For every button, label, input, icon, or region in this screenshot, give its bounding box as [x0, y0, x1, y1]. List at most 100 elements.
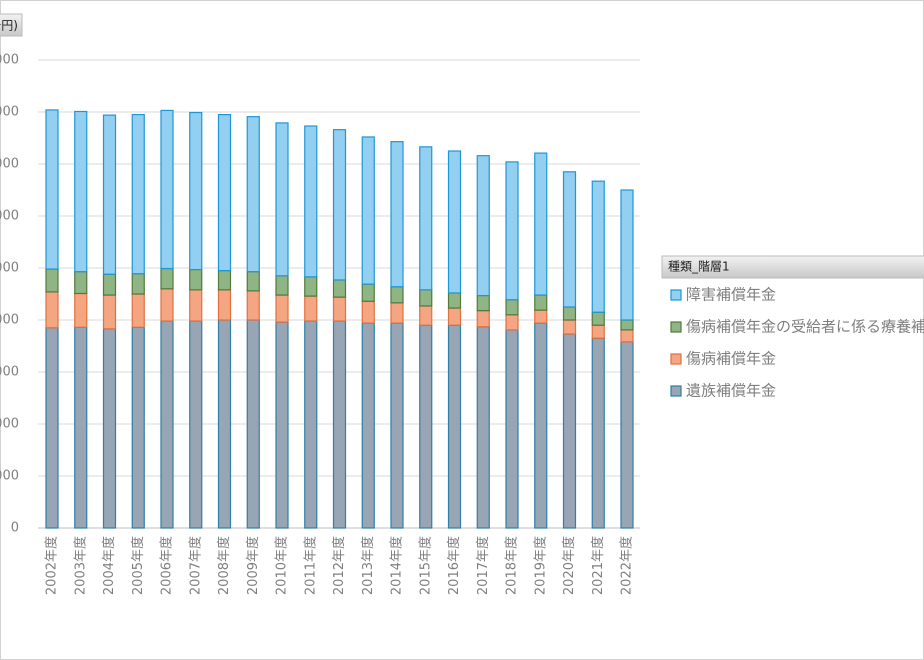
y-tick-label: 2,000 [0, 417, 19, 432]
bar-segment [189, 320, 203, 529]
y-tick-label: 6,000 [0, 209, 19, 224]
bar-segment [332, 279, 347, 298]
bar-segment [217, 270, 232, 291]
bar-segment [304, 320, 318, 529]
x-tick-label: 2019年度 [532, 536, 548, 595]
bar-segment [275, 122, 289, 277]
bar-segment [476, 294, 490, 312]
bar-segment [332, 320, 347, 529]
bar-segment [246, 319, 260, 529]
bar-segment [45, 291, 59, 329]
bar-segment [361, 300, 375, 324]
bar-segment [476, 326, 490, 529]
bar-segment [160, 109, 174, 270]
bar-segment [246, 116, 260, 273]
bar-segment [160, 288, 174, 322]
bar-segment [45, 109, 59, 270]
bar-segment [419, 305, 433, 326]
bar-segment [332, 296, 347, 322]
bar-segment [562, 171, 577, 308]
x-tick-label: 2020年度 [561, 536, 577, 595]
bar-segment [419, 289, 433, 307]
x-tick-label: 2005年度 [130, 536, 146, 595]
bar-segment [304, 276, 318, 297]
legend-label: 遺族補償年金 [686, 382, 776, 400]
legend-swatch [670, 321, 682, 333]
bar-segment [102, 328, 117, 529]
bar-segment [102, 294, 117, 330]
bar-segment [505, 329, 519, 529]
bar-segment [419, 146, 433, 291]
y-tick-label: 8,000 [0, 105, 19, 120]
x-tick-label: 2011年度 [302, 536, 318, 595]
y-tick-label: 0 [11, 521, 19, 536]
bar-segment [591, 311, 605, 326]
legend-label: 傷病補償年金の受給者に係る療養補償給付 [686, 318, 924, 336]
legend-title-box [661, 255, 924, 279]
x-tick-label: 2013年度 [360, 536, 376, 595]
bar-segment [361, 283, 375, 302]
bar-segment [476, 155, 490, 297]
bar-segment [591, 180, 605, 313]
x-tick-label: 2007年度 [187, 536, 203, 595]
bar-segment [390, 322, 404, 529]
bar-segment [74, 292, 88, 328]
x-tick-label: 2016年度 [446, 536, 462, 595]
bar-segment [591, 337, 605, 529]
bar-segment [246, 290, 260, 321]
x-tick-label: 2015年度 [417, 536, 433, 595]
bar-segment [476, 310, 490, 328]
bar-segment [534, 322, 548, 529]
x-tick-label: 2008年度 [216, 536, 232, 595]
x-tick-label: 2018年度 [504, 536, 520, 595]
bar-segment [332, 129, 347, 281]
bar-segment [217, 113, 232, 272]
y-tick-label: 4,000 [0, 313, 19, 328]
bar-segment [620, 189, 634, 321]
legend-swatch [670, 385, 682, 397]
bar-segment [275, 275, 289, 296]
bar-segment [131, 273, 145, 295]
x-tick-label: 2021年度 [590, 536, 606, 595]
bar-segment [620, 319, 634, 331]
x-tick-label: 2012年度 [331, 536, 347, 595]
bar-segment [131, 113, 145, 275]
y-tick-label: 9,000 [0, 53, 19, 68]
bar-segment [275, 321, 289, 529]
x-tick-label: 2002年度 [44, 536, 60, 595]
legend-title: 種類_階層1 [668, 259, 730, 274]
legend-label: 傷病補償年金 [686, 350, 776, 368]
bar-segment [189, 111, 203, 271]
bar-segment [102, 114, 117, 275]
x-tick-label: 2009年度 [245, 536, 261, 595]
y-tick-label: 7,000 [0, 157, 19, 172]
bar-segment [447, 150, 462, 294]
bar-segment [361, 136, 375, 285]
x-tick-label: 2022年度 [619, 536, 635, 595]
bar-segment [74, 110, 88, 273]
bar-segment [361, 322, 375, 529]
y-tick-label: 1,000 [0, 469, 19, 484]
x-tick-label: 2010年度 [274, 536, 290, 595]
bar-segment [447, 307, 462, 326]
legend-label: 障害補償年金 [686, 286, 776, 304]
bar-segment [304, 295, 318, 322]
bar-segment [562, 306, 577, 321]
x-tick-label: 2006年度 [159, 536, 175, 595]
bar-segment [620, 329, 634, 343]
y-tick-label: 5,000 [0, 261, 19, 276]
bar-segment [390, 302, 404, 324]
bar-segment [275, 294, 289, 323]
x-tick-label: 2004年度 [101, 536, 117, 595]
bar-segment [447, 324, 462, 529]
bar-segment [534, 309, 548, 324]
bar-segment [74, 326, 88, 529]
bar-segment [620, 341, 634, 529]
x-tick-label: 2003年度 [72, 536, 88, 595]
bar-segment [217, 289, 232, 321]
legend-swatch [670, 289, 682, 301]
bar-segment [160, 267, 174, 290]
bar-segment [304, 125, 318, 278]
